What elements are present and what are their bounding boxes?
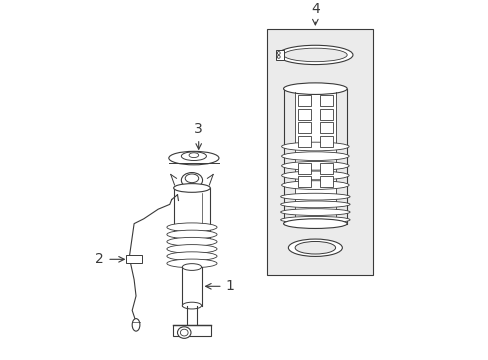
Ellipse shape [283, 48, 346, 62]
Ellipse shape [283, 219, 346, 229]
Ellipse shape [283, 83, 346, 94]
Bar [295, 91, 335, 224]
Ellipse shape [280, 216, 349, 223]
Ellipse shape [295, 242, 335, 254]
Bar [172, 325, 211, 337]
Ellipse shape [281, 142, 348, 151]
Ellipse shape [181, 152, 206, 161]
Ellipse shape [180, 329, 188, 336]
Ellipse shape [166, 252, 217, 261]
Text: 2: 2 [95, 252, 104, 266]
Bar [297, 176, 310, 187]
Ellipse shape [277, 45, 352, 64]
Ellipse shape [280, 193, 349, 200]
Ellipse shape [189, 153, 198, 158]
Bar [320, 122, 332, 133]
Ellipse shape [277, 51, 280, 54]
Ellipse shape [166, 223, 217, 231]
Ellipse shape [177, 327, 191, 338]
Bar [187, 306, 196, 325]
Ellipse shape [185, 174, 198, 183]
Bar [297, 95, 310, 106]
Ellipse shape [181, 172, 202, 188]
Bar [297, 109, 310, 120]
Ellipse shape [288, 239, 342, 256]
Bar [297, 163, 310, 174]
Ellipse shape [281, 152, 348, 161]
Ellipse shape [277, 55, 280, 58]
Ellipse shape [166, 259, 217, 268]
Ellipse shape [182, 302, 201, 309]
Bar [275, 50, 283, 60]
Bar [266, 29, 372, 275]
Bar [320, 136, 332, 147]
Bar [320, 163, 332, 174]
Bar [126, 256, 142, 263]
Ellipse shape [281, 181, 348, 189]
Text: 3: 3 [194, 122, 203, 136]
Bar [173, 188, 210, 241]
Ellipse shape [182, 264, 201, 270]
Bar [320, 109, 332, 120]
Ellipse shape [166, 244, 217, 253]
Ellipse shape [280, 209, 349, 215]
Ellipse shape [166, 230, 217, 239]
Bar [320, 176, 332, 187]
Ellipse shape [280, 201, 349, 208]
Text: 1: 1 [225, 279, 234, 293]
Ellipse shape [281, 171, 348, 180]
Bar [297, 136, 310, 147]
Ellipse shape [281, 161, 348, 170]
Bar [320, 95, 332, 106]
Ellipse shape [132, 319, 140, 331]
Text: 4: 4 [310, 3, 319, 16]
Ellipse shape [173, 184, 210, 192]
Bar [297, 122, 310, 133]
Ellipse shape [166, 237, 217, 246]
Ellipse shape [168, 151, 219, 165]
Ellipse shape [173, 237, 210, 245]
Bar [182, 267, 201, 306]
